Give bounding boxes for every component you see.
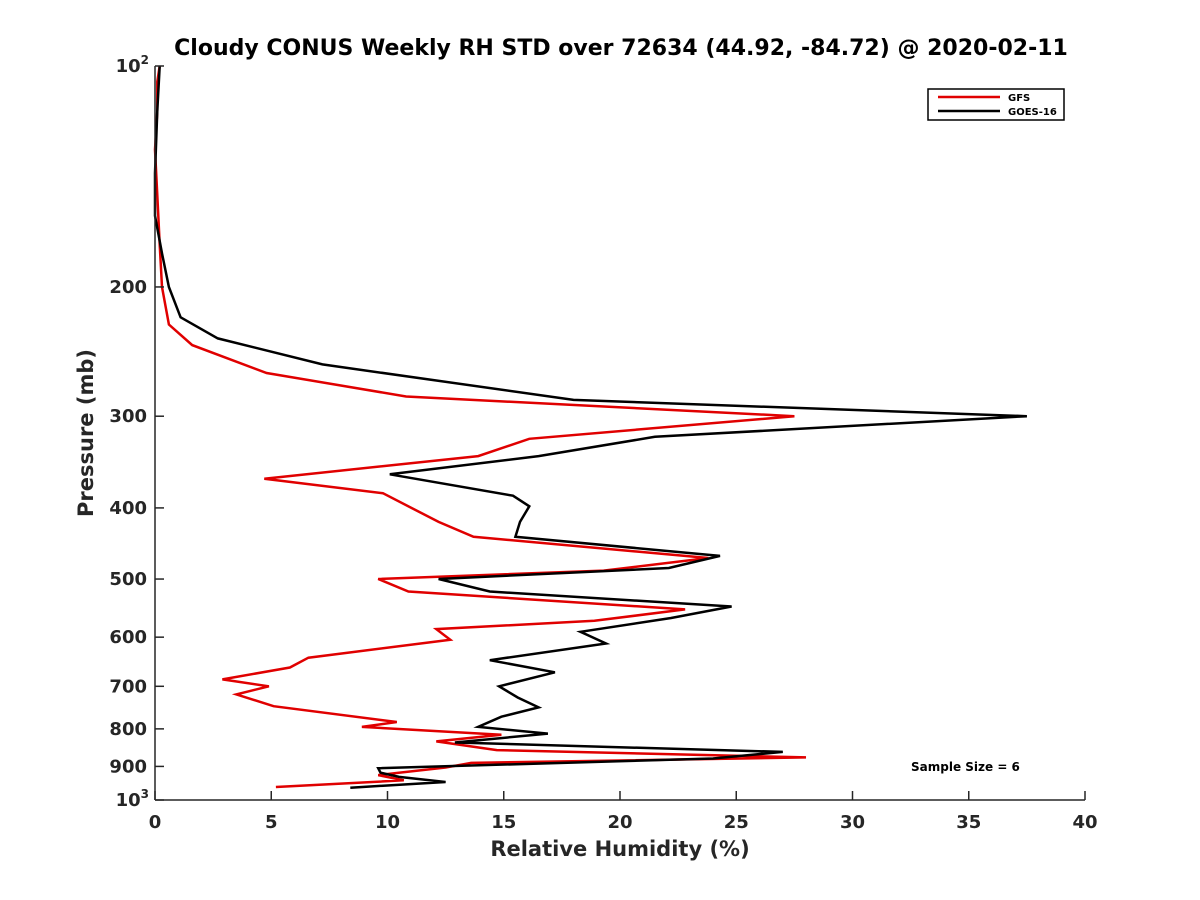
series-line-goes16 (153, 65, 1027, 789)
x-tick-label: 25 (724, 812, 749, 833)
y-tick-label: 700 (109, 676, 147, 697)
plot-area: 0 5 10 15 20 25 30 35 40 102 200 300 400 500 600 700 80… (109, 53, 1097, 833)
x-tick-label: 40 (1072, 812, 1097, 833)
y-tick-label: 900 (109, 756, 147, 777)
y-tick-label: 500 (109, 569, 147, 590)
sample-size-annotation: Sample Size = 6 (911, 760, 1020, 774)
y-tick-label: 400 (109, 498, 147, 519)
y-ticks: 102 200 300 400 500 600 700 800 900 103 (109, 53, 164, 811)
legend-gfs-label: GFS (1008, 93, 1030, 104)
series-layer (153, 65, 1027, 789)
y-tick-label: 103 (116, 787, 149, 811)
y-tick-label: 800 (109, 719, 147, 740)
chart-title: Cloudy CONUS Weekly RH STD over 72634 (4… (174, 36, 1068, 61)
series-line-gfs (153, 65, 807, 789)
y-tick-label: 200 (109, 277, 147, 298)
legend: GFS GOES-16 (927, 88, 1065, 121)
y-axis-label: Pressure (mb) (74, 349, 98, 517)
x-tick-label: 15 (491, 812, 516, 833)
x-ticks: 0 5 10 15 20 25 30 35 40 (149, 791, 1098, 833)
x-tick-label: 30 (840, 812, 865, 833)
x-tick-label: 20 (607, 812, 632, 833)
x-tick-label: 0 (149, 812, 162, 833)
x-tick-label: 5 (265, 812, 278, 833)
y-tick-label: 102 (116, 53, 149, 77)
legend-box (927, 88, 1065, 121)
x-axis-label: Relative Humidity (%) (490, 837, 749, 861)
x-tick-label: 35 (956, 812, 981, 833)
y-tick-label: 600 (109, 627, 147, 648)
x-tick-label: 10 (375, 812, 400, 833)
y-tick-label: 300 (109, 406, 147, 427)
legend-goes16-label: GOES-16 (1008, 107, 1057, 118)
